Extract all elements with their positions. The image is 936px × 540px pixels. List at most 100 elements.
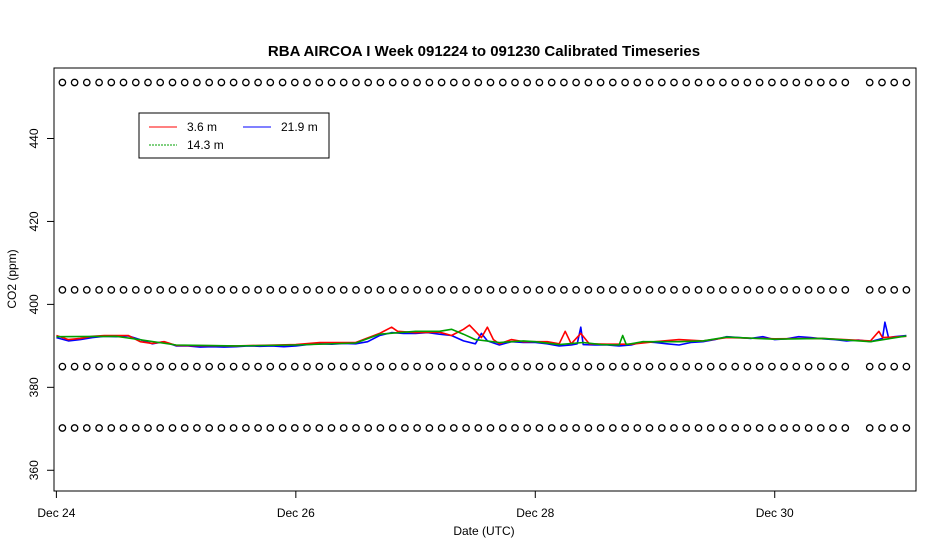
calibration-point — [878, 362, 886, 371]
calibration-point — [792, 362, 801, 371]
calibration-point — [755, 286, 764, 294]
calibration-point — [755, 78, 764, 87]
x-tick-label: Dec 28 — [516, 506, 554, 520]
calibration-point — [584, 78, 593, 87]
calibration-point — [437, 78, 446, 87]
calibration-point — [572, 78, 580, 87]
calibration-point — [743, 286, 752, 294]
calibration-point — [902, 286, 911, 294]
calibration-point — [254, 424, 262, 432]
calibration-point — [376, 78, 385, 87]
calibration-point — [719, 286, 727, 294]
calibration-point — [829, 286, 837, 294]
calibration-point — [144, 286, 152, 294]
y-axis: 360 380 400 420 440 — [27, 128, 55, 480]
calibration-point — [523, 424, 532, 432]
calibration-point — [902, 78, 911, 87]
y-tick-label: 420 — [27, 211, 41, 231]
calibration-point — [731, 286, 740, 294]
calibration-point — [401, 362, 409, 371]
calibration-point — [621, 362, 629, 371]
calibration-point — [352, 424, 360, 432]
calibration-point — [82, 78, 91, 87]
calibration-point — [303, 78, 311, 87]
calibration-point — [217, 424, 226, 432]
calibration-point — [865, 424, 874, 432]
calibration-point — [327, 78, 336, 87]
calibration-point — [58, 78, 67, 87]
calibration-point — [694, 362, 703, 371]
calibration-point — [449, 78, 458, 87]
calibration-point — [327, 424, 336, 432]
calibration-point — [535, 362, 544, 371]
calibration-point — [193, 286, 201, 294]
x-tick-label: Dec 30 — [756, 506, 794, 520]
calibration-point — [425, 286, 434, 294]
calibration-point — [58, 286, 67, 294]
calibration-point — [780, 78, 788, 87]
calibration-point — [829, 424, 837, 432]
x-tick-label: Dec 24 — [37, 506, 75, 520]
calibration-point — [706, 362, 715, 371]
calibration-point — [217, 286, 226, 294]
calibration-point — [865, 362, 874, 371]
calibration-point — [266, 78, 275, 87]
calibration-point — [633, 78, 642, 87]
calibration-point — [731, 362, 740, 371]
calibration-point — [645, 78, 654, 87]
calibration-point — [168, 424, 177, 432]
calibration-point — [339, 424, 348, 432]
calibration-point — [841, 362, 850, 371]
calibration-point — [376, 286, 385, 294]
calibration-point — [572, 286, 580, 294]
calibration-point — [144, 424, 152, 432]
calibration-point — [229, 78, 238, 87]
calibration-point — [584, 286, 593, 294]
calibration-point — [584, 424, 593, 432]
calibration-point — [719, 424, 727, 432]
calibration-point — [572, 362, 580, 371]
calibration-point — [449, 362, 458, 371]
calibration-point — [755, 362, 764, 371]
calibration-point — [107, 286, 116, 294]
calibration-point — [205, 286, 214, 294]
calibration-point — [352, 362, 360, 371]
calibration-point — [58, 362, 67, 371]
calibration-point — [902, 362, 911, 371]
calibration-point — [547, 362, 556, 371]
calibration-point — [498, 78, 507, 87]
calibration-point — [205, 362, 214, 371]
calibration-point — [560, 78, 568, 87]
calibration-point — [119, 362, 128, 371]
calibration-point — [168, 286, 177, 294]
calibration-point — [327, 362, 336, 371]
calibration-point — [890, 362, 899, 371]
calibration-point — [694, 78, 703, 87]
calibration-point — [364, 362, 373, 371]
calibration-point — [878, 424, 886, 432]
calibration-point — [498, 424, 507, 432]
calibration-point — [156, 362, 165, 371]
x-axis-label: Date (UTC) — [453, 524, 514, 538]
calibration-point — [621, 286, 629, 294]
calibration-point — [719, 78, 727, 87]
calibration-point — [865, 78, 874, 87]
calibration-point — [144, 362, 152, 371]
calibration-point — [193, 362, 201, 371]
y-axis-label: CO2 (ppm) — [5, 249, 19, 308]
calibration-point — [254, 286, 262, 294]
calibration-point — [829, 362, 837, 371]
calibration-point — [449, 424, 458, 432]
calibration-point — [816, 362, 825, 371]
calibration-point — [535, 424, 544, 432]
calibration-point — [694, 286, 703, 294]
calibration-point — [229, 424, 238, 432]
legend-label-21-9m: 21.9 m — [281, 120, 318, 134]
calibration-point — [180, 286, 189, 294]
calibration-point — [657, 424, 666, 432]
calibration-point — [388, 78, 397, 87]
calibration-point — [217, 362, 226, 371]
calibration-point — [498, 286, 507, 294]
calibration-point — [131, 424, 140, 432]
